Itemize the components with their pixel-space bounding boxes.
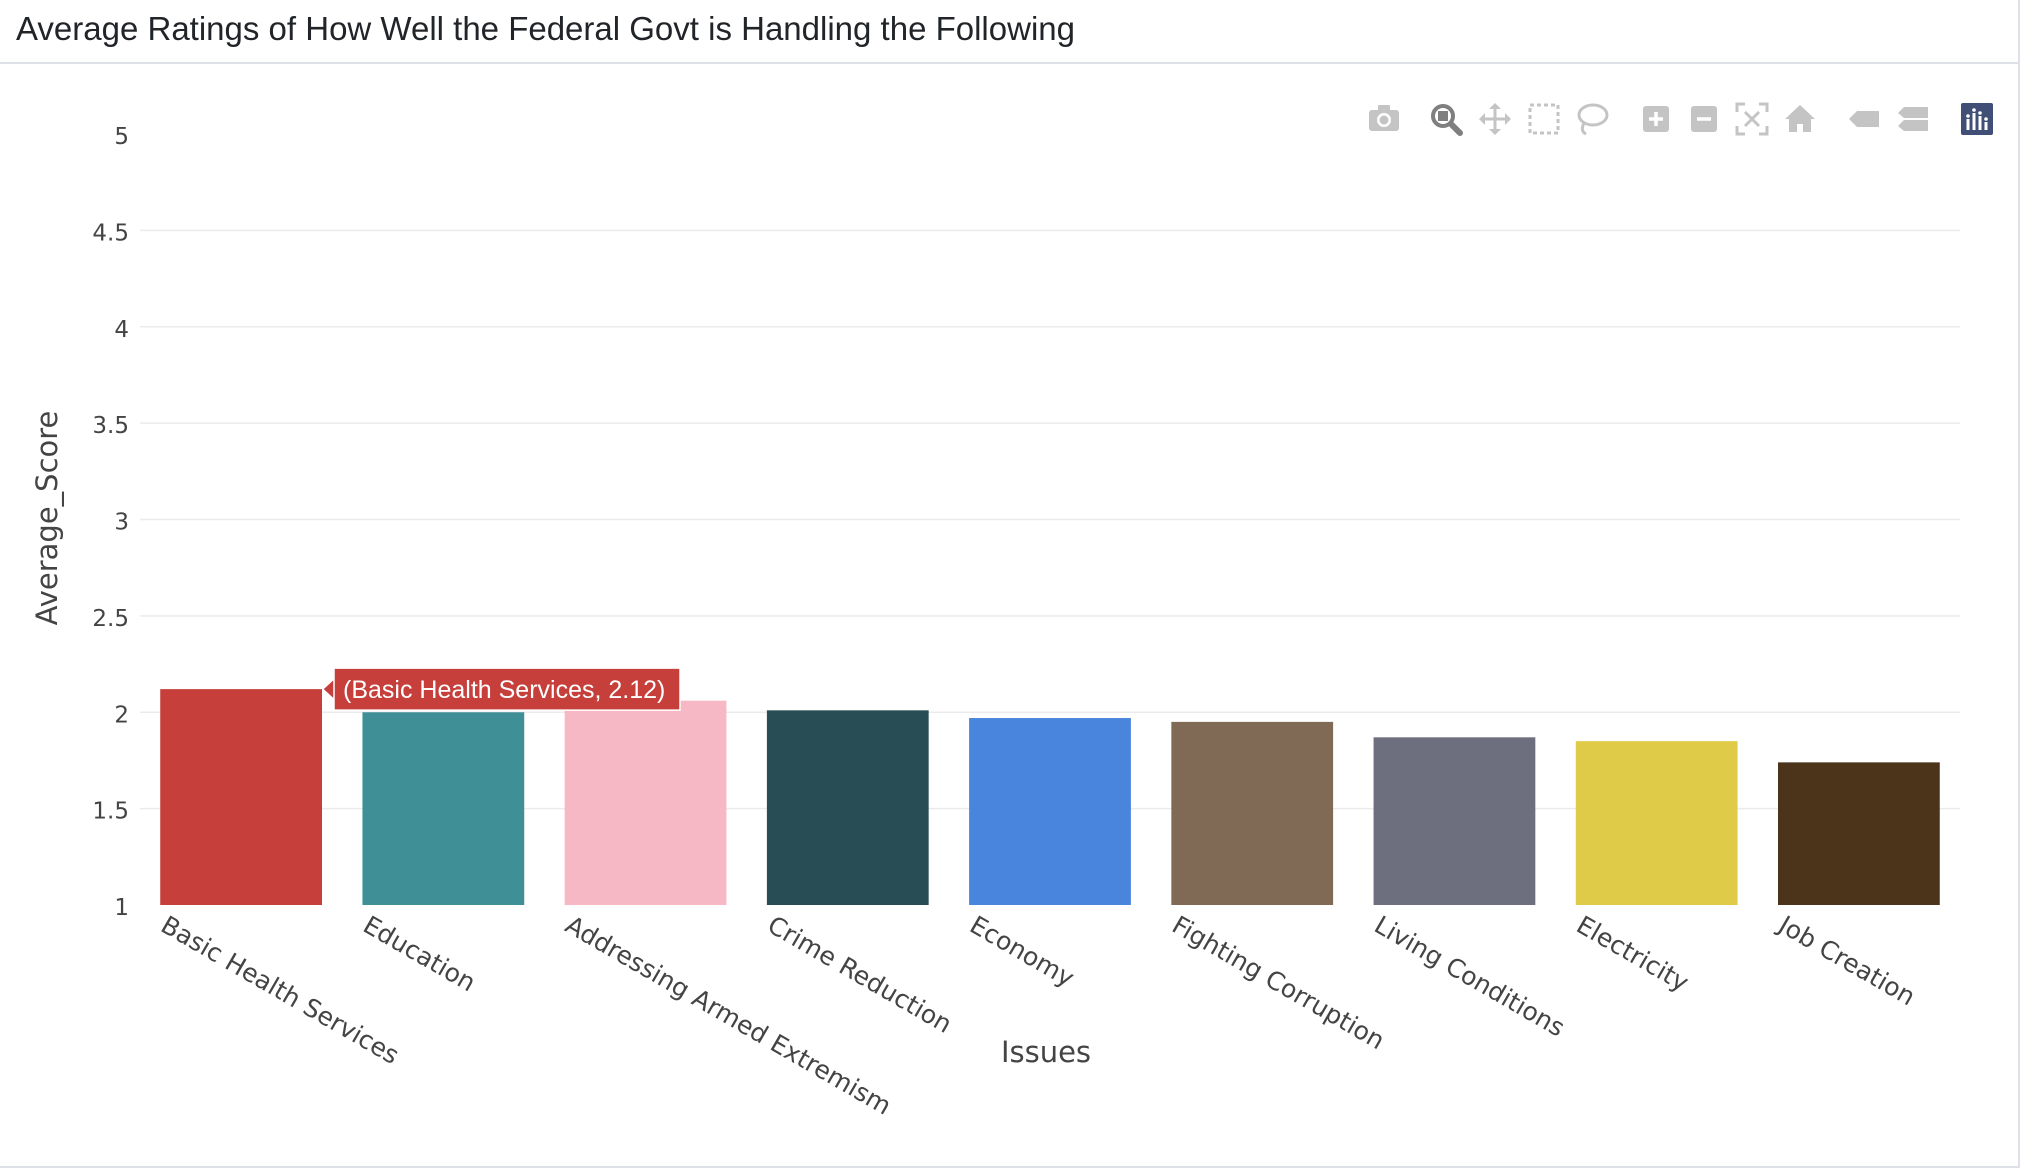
- chart-area[interactable]: 1 1.5 2 2.5 3 3.5 4 4.5 5 Basic Health ServicesE…: [0, 64, 2018, 1164]
- modebar: [1369, 102, 1993, 136]
- y-tick-label: 1.5: [92, 799, 129, 825]
- autoscale-icon[interactable]: [1735, 102, 1769, 136]
- zoom-in-icon[interactable]: [1643, 106, 1669, 132]
- lasso-select-icon[interactable]: [1577, 103, 1609, 136]
- y-tick-label: 2.5: [92, 606, 129, 632]
- tooltip-text: (Basic Health Services, 2.12): [343, 676, 665, 704]
- tooltip-box: [333, 667, 681, 711]
- x-tick-label: Living Conditions: [1369, 910, 1569, 1042]
- y-tick-label: 1: [114, 895, 129, 921]
- x-tick-label: Crime Reduction: [763, 910, 957, 1039]
- card-title: Average Ratings of How Well the Federal …: [16, 10, 1075, 47]
- y-tick-label: 3: [114, 510, 129, 536]
- y-tick-label: 2: [114, 702, 129, 728]
- bar[interactable]: [160, 689, 322, 905]
- bar[interactable]: [1575, 741, 1738, 905]
- y-tick-label: 4.5: [92, 220, 129, 246]
- x-tick-label: Job Creation: [1772, 909, 1920, 1011]
- bar[interactable]: [969, 718, 1131, 905]
- bar[interactable]: [1778, 762, 1940, 905]
- x-tick-label: Economy: [965, 910, 1079, 993]
- bar[interactable]: [362, 712, 525, 905]
- y-tick-label: 4: [114, 317, 129, 343]
- box-select-icon[interactable]: [1528, 103, 1560, 135]
- gridlines: [140, 229, 1960, 810]
- y-axis-title: Average_Score: [30, 411, 64, 626]
- x-tick-label: Education: [358, 910, 480, 997]
- x-tick-label: Addressing Armed Extremism: [561, 910, 897, 1121]
- bars: [160, 689, 1940, 905]
- reset-axes-icon[interactable]: [1785, 105, 1815, 132]
- bar[interactable]: [1373, 737, 1536, 905]
- y-axis-ticks: 1 1.5 2 2.5 3 3.5 4 4.5 5: [92, 124, 129, 921]
- x-axis-title: Issues: [1001, 1035, 1091, 1069]
- pan-icon[interactable]: [1479, 103, 1511, 135]
- tooltip-arrow: [322, 676, 336, 702]
- camera-icon[interactable]: [1369, 105, 1399, 131]
- zoom-icon[interactable]: [1431, 104, 1463, 136]
- x-tick-label: Fighting Corruption: [1167, 910, 1389, 1055]
- plotly-logo-icon[interactable]: [1961, 103, 1993, 135]
- hover-tooltip: (Basic Health Services, 2.12): [322, 667, 681, 711]
- bar[interactable]: [1171, 721, 1334, 905]
- zoom-out-icon[interactable]: [1691, 106, 1717, 132]
- bar[interactable]: [564, 700, 727, 905]
- hover-compare-icon[interactable]: [1898, 107, 1928, 131]
- hover-closest-icon[interactable]: [1849, 111, 1879, 127]
- card-header: Average Ratings of How Well the Federal …: [0, 0, 2018, 64]
- x-tick-label: Electricity: [1572, 910, 1694, 997]
- y-tick-label: 3.5: [92, 413, 129, 439]
- y-tick-label: 5: [114, 124, 129, 150]
- bar[interactable]: [766, 710, 929, 905]
